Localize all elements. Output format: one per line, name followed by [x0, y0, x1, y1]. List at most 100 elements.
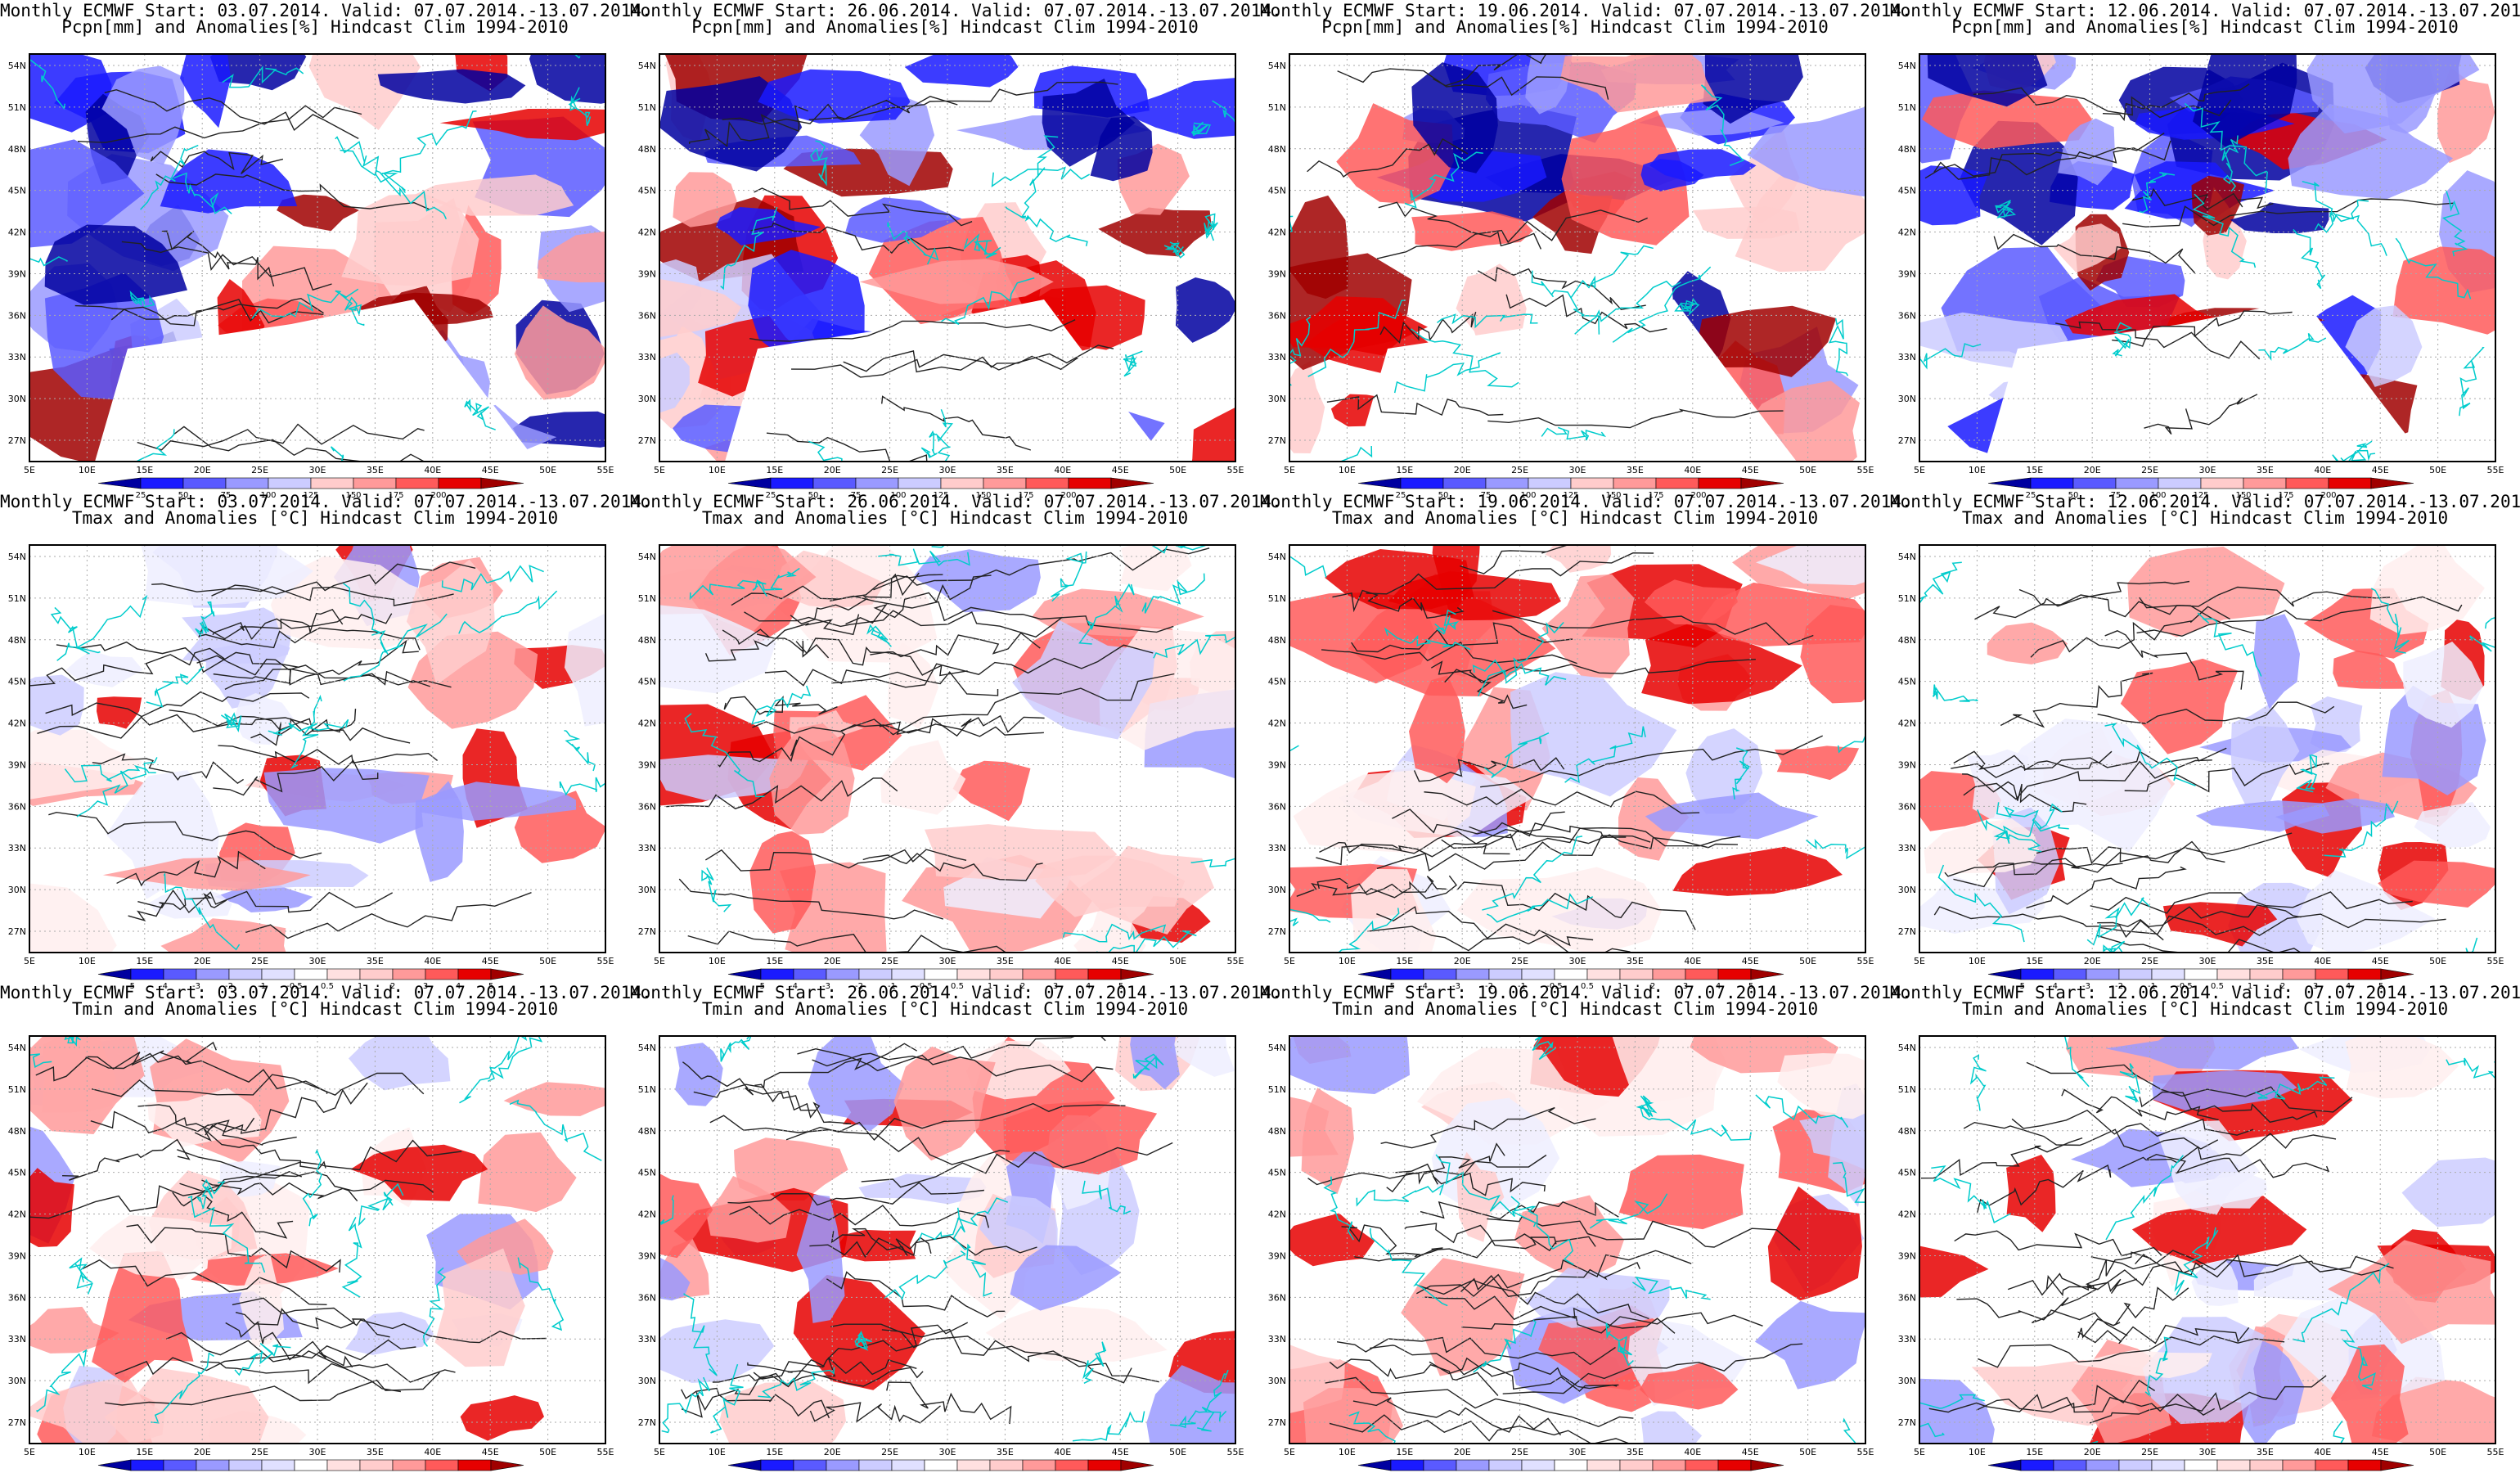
anomaly-blob [769, 723, 855, 835]
lon-tick-label: 55E [1227, 956, 1244, 966]
contour-line [764, 669, 999, 696]
contour-line [1296, 875, 1457, 899]
lat-tick-label: 54N [638, 1043, 656, 1053]
lat-tick-label: 27N [638, 435, 656, 446]
lat-tick-label: 36N [8, 1292, 26, 1303]
lat-tick-label: 54N [1268, 61, 1286, 71]
lat-tick-label: 42N [8, 1209, 26, 1220]
anomaly-blob [503, 1082, 605, 1116]
lon-tick-label: 35E [2257, 1447, 2274, 1457]
anomaly-blob [2345, 305, 2423, 387]
colorbar: 25 50 75 100 125 150 175 200 [97, 477, 524, 500]
border-line [931, 545, 974, 548]
anomaly-blob [1510, 672, 1677, 797]
border-line [887, 222, 939, 265]
contour-line [151, 583, 454, 606]
contour-line [29, 1171, 303, 1219]
colorbar-arrow-right [1740, 477, 1784, 489]
contour-line [115, 1339, 416, 1376]
contour-line [137, 889, 394, 914]
border-line [1636, 1095, 1658, 1121]
lon-tick-label: 50E [1799, 1447, 1816, 1457]
colorbar-segment [1619, 1459, 1654, 1471]
anomaly-blob [1767, 1186, 1862, 1301]
contour-line [1487, 408, 1784, 429]
colorbar-segment [1423, 968, 1457, 980]
contour-line [245, 892, 532, 939]
colorbar-segment [924, 968, 958, 980]
contour-line [2117, 1133, 2337, 1170]
colorbar-arrow-right [2380, 1459, 2414, 1471]
anomaly-blob [1325, 549, 1474, 610]
anomaly-blob [952, 760, 1031, 822]
anomaly-blob [1639, 1362, 1739, 1410]
colorbar-segment [2053, 968, 2087, 980]
colorbar-segment [924, 1459, 958, 1471]
contour-line [1386, 1142, 1505, 1193]
lat-tick-label: 30N [8, 1376, 26, 1386]
colorbar-label: 25 [1396, 491, 1406, 500]
anomaly-blob [715, 207, 821, 246]
border-line [1132, 1053, 1164, 1079]
contour-line [218, 745, 439, 765]
colorbar-label: 1 [2248, 982, 2252, 991]
colorbar-segment [310, 477, 354, 489]
anomaly-blob [1012, 619, 1155, 740]
anomaly-blob [101, 65, 185, 165]
colorbar-segment [793, 1459, 827, 1471]
anomaly-blob [705, 1176, 791, 1243]
colorbar-segment [2118, 1459, 2153, 1471]
lon-tick-label: 20E [824, 1447, 841, 1457]
contour-line [1376, 835, 1651, 872]
border-line [683, 1293, 718, 1376]
anomaly-blob [1735, 174, 1865, 273]
contour-line [879, 714, 1045, 737]
contour-line [766, 432, 928, 462]
border-line [1072, 1411, 1145, 1442]
colorbar-label: 75 [851, 491, 862, 500]
contour-line [790, 572, 920, 625]
map-plot: 54N 51N 48N 45N 42N 39N 36N 33N 30N 27N 5E 10E 15E 20… [1268, 53, 1874, 500]
lon-tick-label: 10E [1339, 956, 1356, 966]
colorbar-segment [228, 968, 263, 980]
lon-tick-label: 40E [1684, 1447, 1701, 1457]
colorbar-label: 2 [2280, 982, 2285, 991]
lon-tick-label: 45E [2372, 465, 2389, 475]
colorbar-label: 5 [2378, 982, 2383, 991]
anomaly-blob [1645, 792, 1819, 840]
colorbar-segment [2282, 968, 2316, 980]
contour-line [1319, 841, 1510, 858]
border-line [1477, 621, 1564, 697]
contour-line [128, 893, 227, 922]
contour-line [82, 1259, 327, 1305]
anomaly-blob [1289, 1213, 1375, 1267]
anomaly-blob [239, 1253, 284, 1347]
border-line [1393, 352, 1501, 394]
colorbar-arrow-right [1110, 477, 1154, 489]
border-line [1323, 1176, 1355, 1241]
colorbar-segment [2086, 1459, 2120, 1471]
border-line [358, 1182, 404, 1227]
colorbar-label: 3 [423, 982, 428, 991]
contour-line [1307, 1154, 1547, 1186]
border-line [1082, 1180, 1132, 1215]
contour-line [1326, 394, 1504, 417]
panel-tmin-start-1906: Monthly ECMWF Start: 19.06.2014. Valid: … [1260, 982, 1912, 1473]
lat-tick-label: 33N [1268, 843, 1286, 854]
border-line [29, 1053, 52, 1068]
colorbar-label: -3 [192, 982, 200, 991]
contour-line [1993, 233, 2196, 274]
border-line [2139, 172, 2176, 214]
lat-tick-label: 54N [638, 61, 656, 71]
colorbar-segment [395, 477, 439, 489]
lon-tick-label: 55E [1857, 1447, 1874, 1457]
lon-tick-label: 50E [2429, 465, 2446, 475]
colorbar-segment [1655, 477, 1699, 489]
lat-tick-label: 51N [1898, 593, 1916, 604]
anomaly-blob [1777, 1053, 1865, 1119]
lon-tick-label: 35E [367, 956, 384, 966]
border-line [343, 583, 389, 655]
border-line [720, 206, 778, 291]
colorbar-segment [1400, 477, 1444, 489]
anomaly-blob [1754, 1300, 1865, 1390]
